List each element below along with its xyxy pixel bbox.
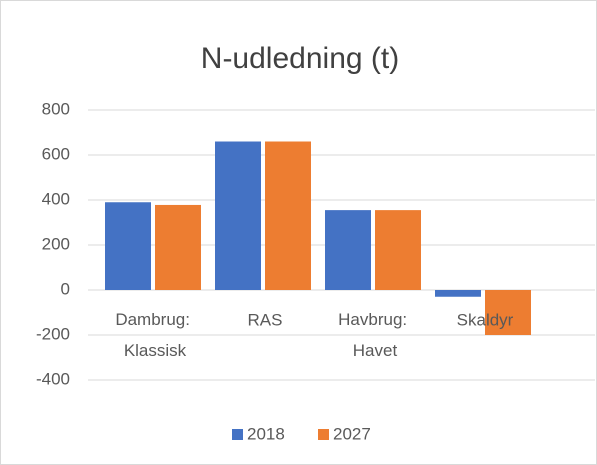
legend-label: 2027: [333, 424, 371, 443]
bar: [155, 204, 201, 290]
legend-swatch: [318, 429, 329, 440]
chart-title: N-udledning (t): [201, 42, 399, 75]
bar: [375, 210, 421, 290]
y-tick-label: 0: [61, 279, 70, 298]
bar: [105, 202, 151, 290]
bar: [265, 141, 311, 290]
legend-label: 2018: [247, 424, 285, 443]
y-tick-label: 600: [42, 144, 70, 163]
y-tick-label: -200: [36, 324, 70, 343]
x-tick-label: Havbrug: Havet: [338, 310, 412, 360]
bar: [435, 290, 481, 297]
y-tick-label: 200: [42, 234, 70, 253]
x-tick-label: Dambrug: Klassisk: [115, 310, 194, 360]
x-tick-label: Skaldyr: [457, 310, 514, 329]
y-tick-label: -400: [36, 369, 70, 388]
legend-swatch: [232, 429, 243, 440]
x-tick-label: RAS: [248, 310, 283, 329]
bar: [215, 141, 261, 290]
bar: [325, 210, 371, 290]
bar: [485, 290, 531, 335]
y-tick-label: 800: [42, 99, 70, 118]
y-tick-label: 400: [42, 189, 70, 208]
